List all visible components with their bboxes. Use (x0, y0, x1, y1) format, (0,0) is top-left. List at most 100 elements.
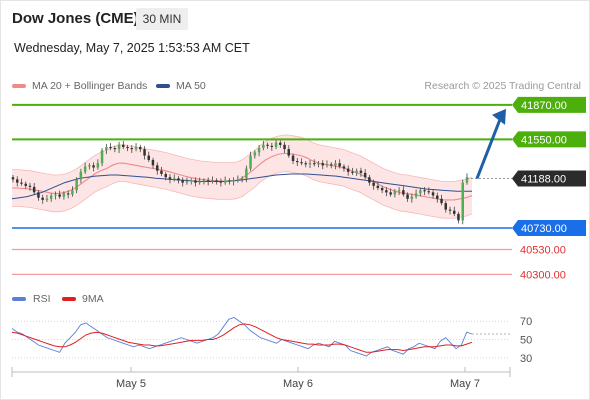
research-credit: Research © 2025 Trading Central (424, 80, 581, 92)
candle-body (151, 159, 155, 166)
candle-body (406, 194, 409, 199)
candle-body (126, 147, 129, 149)
candle-body (355, 170, 358, 173)
legend-label-ma20: MA 20 + Bollinger Bands (32, 80, 148, 92)
candle-body (16, 179, 19, 183)
legend-swatch-ma20 (12, 84, 26, 89)
time-tick-label: May 7 (450, 378, 480, 390)
candle-body (100, 150, 104, 164)
candle-body (385, 190, 388, 193)
timeframe-badge[interactable]: 30 MIN (136, 8, 188, 30)
candle-body (317, 163, 320, 165)
rsi-ma-line (11, 323, 473, 353)
time-tick-label: May 6 (283, 378, 313, 390)
candle-body (117, 144, 121, 150)
candle-body (232, 180, 235, 182)
candle-body (177, 178, 180, 181)
candle-body (194, 180, 197, 183)
candle-body (168, 177, 172, 180)
candle-body (62, 193, 66, 197)
candle-body (279, 142, 282, 145)
candle-body (359, 170, 363, 173)
level-label-40530.00: 40530.00 (520, 245, 566, 257)
candle-body (147, 155, 150, 160)
candle-body (376, 185, 380, 188)
candle-body (202, 180, 206, 182)
candle-body (185, 181, 189, 183)
candle-body (83, 166, 87, 172)
candle-body (427, 191, 430, 193)
candle-body (266, 144, 269, 146)
candle-body (156, 165, 159, 171)
candle-body (440, 198, 443, 204)
candle-body (287, 149, 290, 156)
candle-body (113, 148, 117, 150)
candle-body (54, 194, 57, 196)
rsi-tick-30: 30 (520, 353, 532, 365)
forecast-arrow-shaft (475, 116, 503, 180)
legend-ma50: MA 50 (156, 80, 206, 92)
candle-body (249, 155, 252, 169)
candle-body (397, 190, 401, 192)
candle-body (465, 177, 469, 183)
level-label-41550.00: 41550.00 (521, 134, 567, 146)
candle-body (444, 203, 447, 210)
legend-label-ma50: MA 50 (176, 80, 206, 92)
rsi-tick-70: 70 (520, 316, 532, 328)
candle-body (453, 210, 456, 214)
rsi-legend-label: RSI (33, 293, 51, 305)
candle-body (134, 147, 138, 150)
candle-body (143, 149, 146, 156)
candle-body (245, 168, 248, 179)
legend-swatch-ma50 (156, 84, 170, 89)
level-tag-40730.00 (512, 219, 586, 236)
candle-body (160, 170, 163, 174)
bollinger-lower (12, 171, 473, 219)
candle-body (338, 163, 341, 167)
candle-body (461, 182, 464, 221)
candle-body (181, 180, 184, 183)
level-label-41870.00: 41870.00 (521, 100, 567, 112)
candle-body (257, 148, 261, 153)
candle-body (49, 195, 53, 199)
candle-body (342, 166, 346, 169)
candle-body (41, 197, 44, 200)
candle-body (37, 192, 40, 198)
candle-body (240, 178, 244, 180)
candle-body (304, 163, 307, 165)
candle-body (105, 147, 108, 151)
candle-body (71, 190, 74, 195)
bollinger-upper (12, 134, 473, 182)
candle-body (308, 163, 312, 165)
candle-body (414, 193, 418, 197)
candle-body (79, 171, 83, 180)
candle-body (109, 147, 112, 149)
candle-body (20, 182, 23, 184)
candle-body (291, 155, 295, 161)
candle-body (410, 196, 414, 199)
candle-body (219, 181, 223, 183)
candle-body (11, 177, 15, 180)
current-price-label: 41188.00 (521, 174, 566, 186)
rsi-line (11, 317, 473, 357)
candle-body (423, 190, 426, 192)
candle-body (436, 195, 439, 199)
candle-body (457, 213, 460, 221)
candle-body (346, 168, 350, 172)
rsi-tick-50: 50 (520, 335, 532, 347)
candle-body (393, 191, 397, 195)
legend-ma20-bollinger: MA 20 + Bollinger Bands (12, 80, 147, 92)
rsi-legend-swatch (12, 297, 26, 301)
candle-body (236, 179, 240, 181)
candle-body (372, 182, 375, 186)
candle-body (45, 198, 49, 200)
candle-body (58, 194, 61, 197)
candle-body (296, 161, 299, 163)
level-label-40730.00: 40730.00 (521, 223, 567, 235)
candle-body (122, 144, 125, 147)
candle-body (66, 193, 70, 195)
candle-body (28, 185, 32, 187)
level-label-40300.00: 40300.00 (520, 269, 566, 281)
candle-body (24, 183, 27, 186)
candle-body (313, 163, 316, 165)
